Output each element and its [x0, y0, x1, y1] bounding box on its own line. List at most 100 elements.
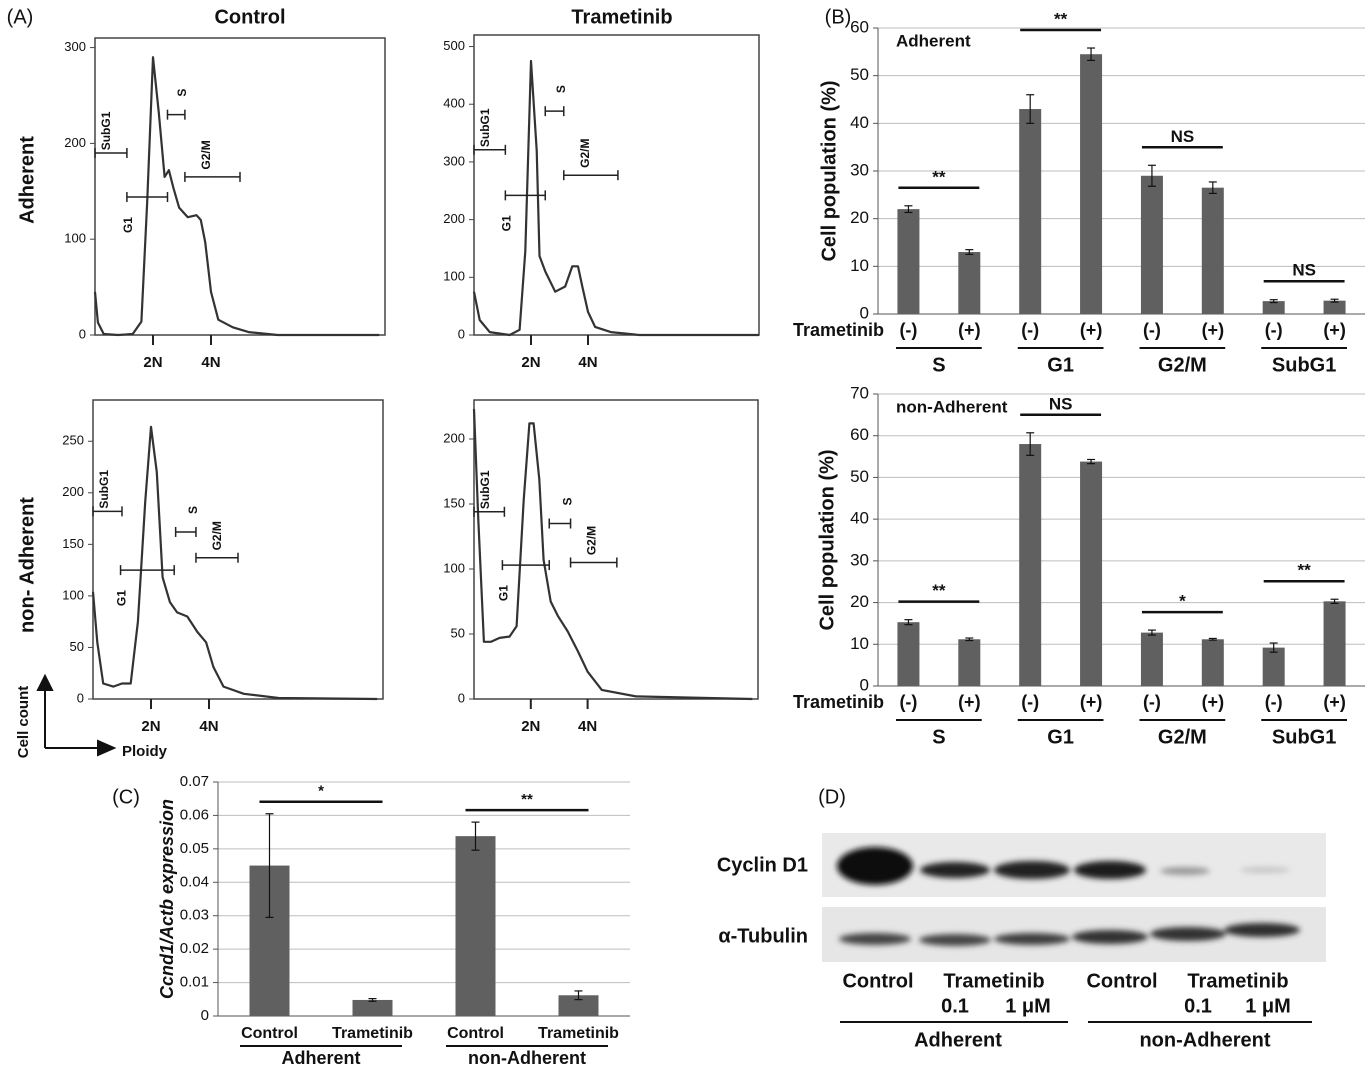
x-tick-label: 2N: [521, 718, 540, 735]
gate-label: SubG1: [478, 470, 492, 509]
y-tick-label: 100: [62, 587, 84, 602]
bar: [1140, 175, 1163, 314]
bar: [1019, 444, 1042, 686]
significance-label: *: [318, 783, 324, 800]
row-label: Trametinib: [793, 320, 884, 340]
y-tick-label: 60: [850, 17, 869, 36]
plot-frame: [473, 34, 760, 336]
group-label: S: [932, 354, 945, 376]
y-tick-label: 150: [62, 536, 84, 551]
row-title: non- Adherent: [16, 497, 38, 633]
gate-label: S: [554, 85, 568, 93]
gate-label: SubG1: [97, 470, 111, 509]
x-tick-label: (+): [958, 692, 981, 712]
y-tick-label: 200: [443, 430, 465, 445]
group-label: Adherent: [914, 1029, 1002, 1051]
bar: [558, 995, 599, 1016]
plot-frame: [92, 399, 384, 700]
y-tick-label: 40: [850, 113, 869, 132]
bar: [352, 999, 393, 1016]
gate-label: SubG1: [478, 108, 492, 147]
significance-label: **: [521, 791, 533, 808]
y-tick-label: 300: [443, 153, 465, 168]
bar: [455, 836, 496, 1016]
blot-row-label: α-Tubulin: [718, 925, 808, 947]
y-tick-label: 0.07: [180, 773, 209, 790]
y-tick-label: 0.01: [180, 974, 209, 991]
y-axis-label: Cell population (%): [818, 80, 840, 261]
y-tick-label: 100: [443, 560, 465, 575]
bar: [958, 252, 981, 314]
x-tick-label: (+): [1323, 320, 1346, 340]
band: [1160, 867, 1210, 875]
significance-label: NS: [1049, 394, 1073, 413]
axis-label: Ploidy: [122, 743, 168, 760]
y-tick-label: 400: [443, 96, 465, 111]
row-title: Adherent: [16, 136, 38, 224]
y-tick-label: 250: [62, 433, 84, 448]
band: [1072, 930, 1148, 944]
y-tick-label: 100: [443, 269, 465, 284]
y-tick-label: 30: [850, 160, 869, 179]
bar: [897, 622, 920, 686]
group-label: G1: [1047, 726, 1074, 748]
group-label: G2/M: [1158, 726, 1207, 748]
x-tick-label: 4N: [199, 718, 218, 735]
y-tick-label: 0.02: [180, 940, 209, 957]
column-title: Trametinib: [571, 6, 672, 28]
bar: [1201, 187, 1224, 314]
gate-label: SubG1: [99, 111, 113, 150]
y-tick-label: 300: [64, 39, 86, 54]
x-tick-label: (-): [1143, 320, 1161, 340]
y-tick-label: 0.06: [180, 806, 209, 823]
x-tick-label: (+): [1323, 692, 1346, 712]
y-axis-label: Cell population (%): [816, 449, 838, 630]
x-tick-label: (+): [1080, 692, 1103, 712]
group-label: Adherent: [281, 1048, 360, 1066]
y-tick-label: 60: [850, 425, 869, 444]
y-tick-label: 500: [443, 38, 465, 53]
y-tick-label: 50: [70, 639, 84, 654]
y-tick-label: 0.04: [180, 873, 209, 890]
bar: [1262, 647, 1285, 686]
lane-label: 0.1: [1184, 995, 1212, 1017]
y-tick-label: 0: [77, 690, 84, 705]
panel-label: (A): [7, 6, 34, 28]
y-tick-label: 200: [62, 484, 84, 499]
lane-label: Control: [1086, 970, 1157, 992]
y-tick-label: 30: [850, 550, 869, 569]
band: [1150, 927, 1226, 941]
band: [1240, 867, 1290, 873]
bar: [1323, 601, 1346, 686]
y-tick-label: 0: [201, 1007, 209, 1024]
plot-frame: [94, 37, 386, 336]
y-tick-label: 0: [458, 690, 465, 705]
bar: [897, 209, 920, 314]
y-tick-label: 50: [850, 467, 869, 486]
x-tick-label: 2N: [143, 354, 162, 371]
x-tick-label: Control: [241, 1025, 298, 1042]
x-tick-label: (-): [899, 320, 917, 340]
significance-label: *: [1179, 592, 1186, 611]
y-tick-label: 100: [64, 231, 86, 246]
band: [1224, 923, 1300, 937]
y-tick-label: 10: [850, 634, 869, 653]
row-label: Trametinib: [793, 692, 884, 712]
y-tick-label: 0: [79, 326, 86, 341]
lane-label: 0.1: [941, 995, 969, 1017]
band: [994, 933, 1070, 945]
x-tick-label: Control: [447, 1025, 504, 1042]
blot-bands: [837, 847, 1300, 946]
y-tick-label: 20: [850, 592, 869, 611]
y-tick-label: 200: [443, 211, 465, 226]
y-tick-label: 150: [443, 495, 465, 510]
x-tick-label: (-): [1265, 320, 1283, 340]
x-tick-label: Trametinib: [538, 1025, 619, 1042]
y-axis-label: Ccnd1/Actb expression: [157, 799, 177, 999]
y-tick-label: 0.05: [180, 840, 209, 857]
x-tick-label: (+): [958, 320, 981, 340]
y-tick-label: 0.03: [180, 907, 209, 924]
significance-label: **: [1298, 561, 1312, 580]
x-tick-label: 2N: [521, 354, 540, 371]
